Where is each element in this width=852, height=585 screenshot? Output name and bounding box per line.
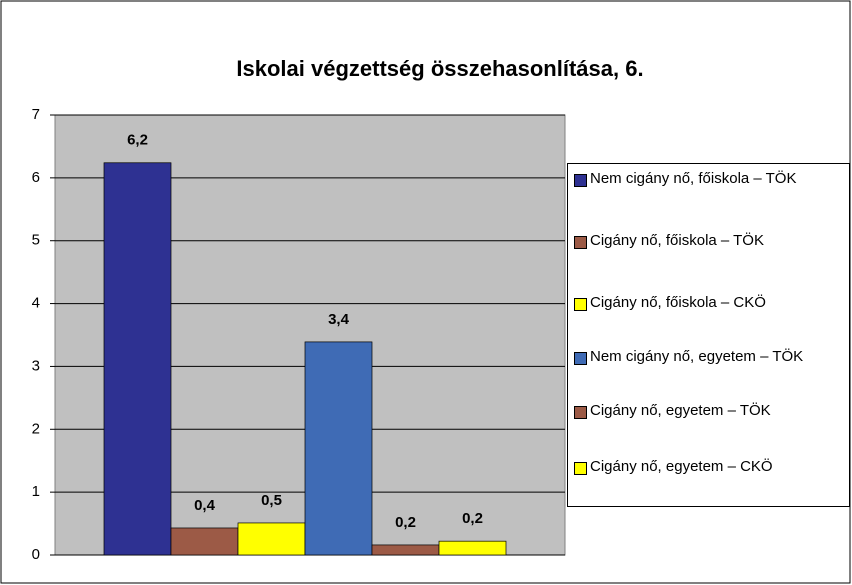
legend-item: Cigány nő, egyetem – CKÖ xyxy=(574,458,845,476)
data-label: 0,2 xyxy=(395,514,416,531)
legend-swatch xyxy=(574,462,587,475)
data-label: 0,5 xyxy=(261,492,282,509)
legend-label: Cigány nő, egyetem – TÖK xyxy=(590,402,771,419)
legend-item: Cigány nő, főiskola – TÖK xyxy=(574,232,845,250)
legend-label: Nem cigány nő, egyetem – TÖK xyxy=(590,348,804,365)
legend-label: Cigány nő, főiskola – CKÖ xyxy=(590,294,766,311)
bar xyxy=(371,544,440,556)
data-label: 0,2 xyxy=(462,510,483,527)
legend-label: Nem cigány nő, főiskola – TÖK xyxy=(590,170,797,187)
y-tick-label: 3 xyxy=(32,357,40,374)
y-tick-label: 4 xyxy=(32,295,40,312)
y-tick-label: 1 xyxy=(32,483,40,500)
legend-swatch xyxy=(574,174,587,187)
legend-swatch xyxy=(574,352,587,365)
data-label: 0,4 xyxy=(194,497,216,514)
bar xyxy=(170,527,239,556)
data-label: 3,4 xyxy=(328,311,350,328)
legend-label: Cigány nő, főiskola – TÖK xyxy=(590,232,764,249)
legend-swatch xyxy=(574,406,587,419)
y-tick-label: 2 xyxy=(32,420,40,437)
bar xyxy=(237,522,306,556)
y-tick-label: 5 xyxy=(32,232,40,249)
legend-swatch xyxy=(574,298,587,311)
y-tick-label: 6 xyxy=(32,169,40,186)
legend-item: Cigány nő, főiskola – CKÖ xyxy=(574,294,845,312)
legend-swatch xyxy=(574,236,587,249)
legend-item: Cigány nő, egyetem – TÖK xyxy=(574,402,845,420)
bar xyxy=(438,540,507,556)
legend: Nem cigány nő, főiskola – TÖK Cigány nő, … xyxy=(567,163,850,507)
legend-label: Cigány nő, egyetem – CKÖ xyxy=(590,458,773,475)
y-tick-label: 0 xyxy=(32,546,40,563)
legend-item: Nem cigány nő, főiskola – TÖK xyxy=(574,170,845,188)
legend-item: Nem cigány nő, egyetem – TÖK xyxy=(574,348,805,366)
data-label: 6,2 xyxy=(127,132,148,149)
y-tick-label: 7 xyxy=(32,106,40,123)
bar xyxy=(304,341,373,556)
bar xyxy=(103,162,172,556)
chart-title: Iskolai végzettség összehasonlítása, 6. xyxy=(236,56,643,81)
